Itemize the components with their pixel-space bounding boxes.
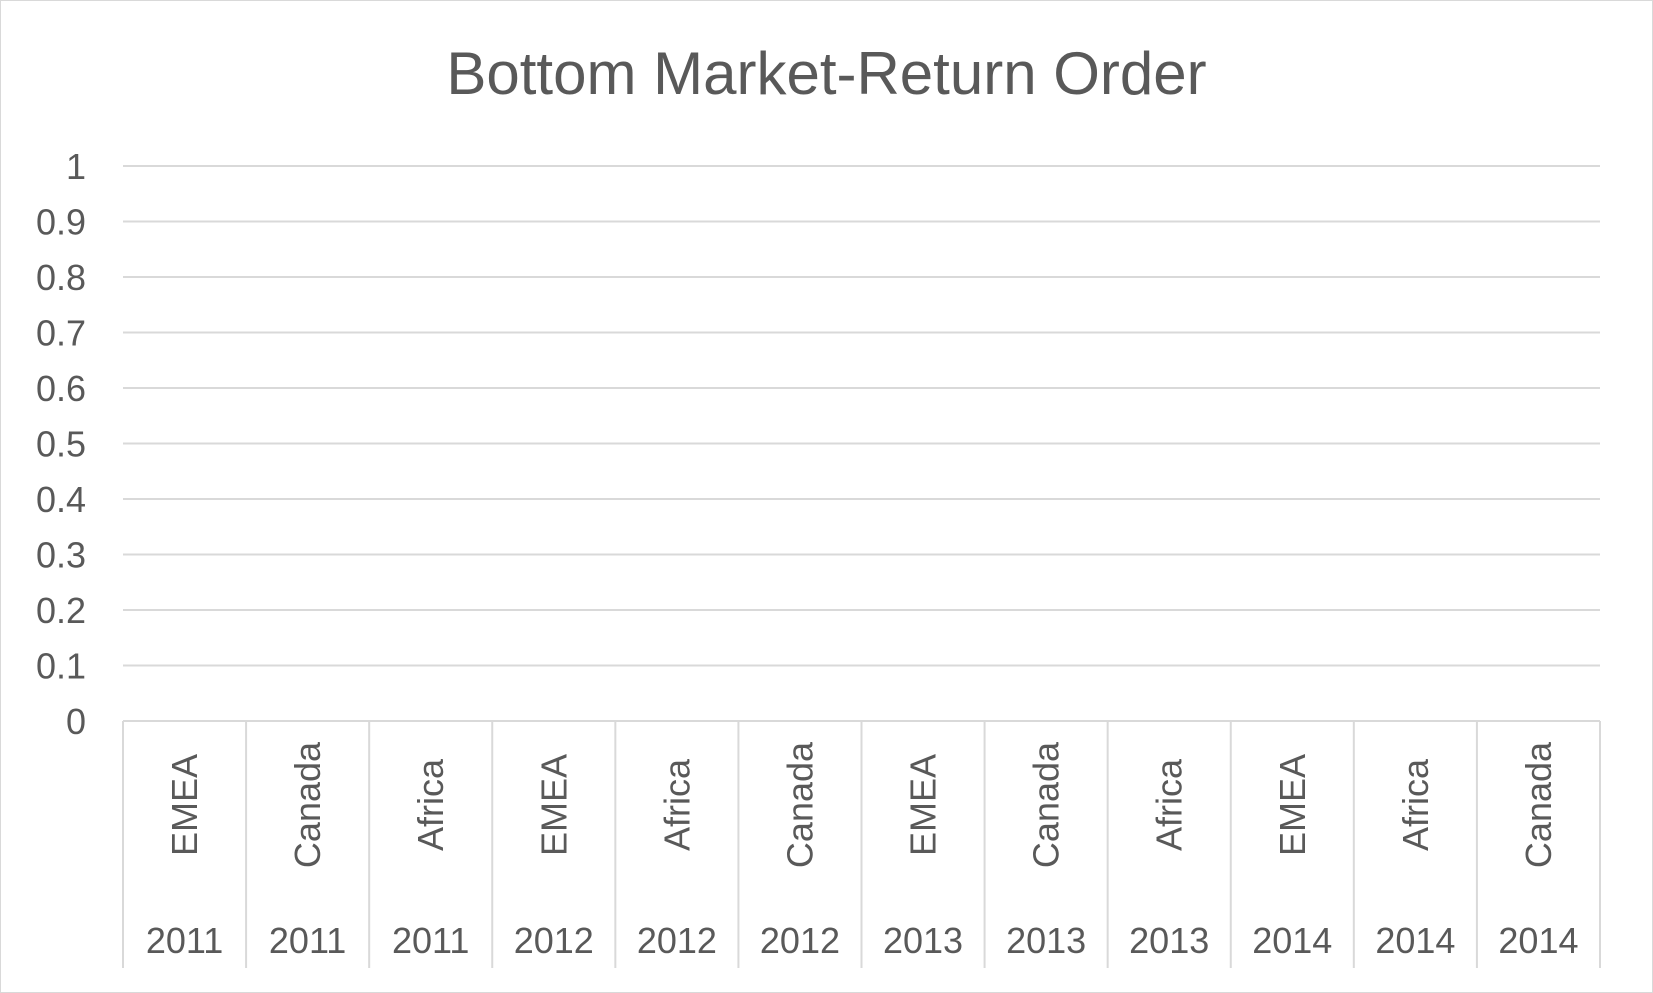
x-tick-label-market: EMEA: [1272, 754, 1313, 856]
x-tick-label-year: 2014: [1498, 920, 1578, 961]
x-tick-label-market: Canada: [287, 741, 328, 868]
x-tick-label-market: EMEA: [164, 754, 205, 856]
x-tick-label-market: Africa: [1395, 758, 1436, 851]
x-tick-label-year: 2014: [1375, 920, 1455, 961]
y-tick-label: 0.2: [36, 590, 86, 631]
y-tick-label: 0.7: [36, 313, 86, 354]
y-tick-label: 0.8: [36, 257, 86, 298]
x-tick-label-market: Canada: [779, 741, 820, 868]
x-tick-label-year: 2014: [1252, 920, 1332, 961]
x-tick-label-market: Africa: [1149, 758, 1190, 851]
x-tick-label-market: Africa: [656, 758, 697, 851]
y-tick-label: 0.9: [36, 202, 86, 243]
x-tick-label-year: 2012: [514, 920, 594, 961]
x-tick-label-year: 2012: [760, 920, 840, 961]
x-tick-label-year: 2011: [392, 920, 469, 961]
y-tick-label: 1: [66, 146, 86, 187]
x-tick-label-market: EMEA: [533, 754, 574, 856]
x-tick-label-year: 2011: [146, 920, 223, 961]
x-tick-label-market: Canada: [1026, 741, 1067, 868]
x-tick-label-year: 2012: [637, 920, 717, 961]
y-tick-label: 0.4: [36, 479, 86, 520]
x-tick-label-market: Canada: [1518, 741, 1559, 868]
y-tick-label: 0.5: [36, 424, 86, 465]
y-tick-label: 0.6: [36, 368, 86, 409]
x-tick-label-market: Africa: [410, 758, 451, 851]
y-tick-label: 0.1: [36, 646, 86, 687]
x-tick-label-year: 2011: [269, 920, 346, 961]
chart-title: Bottom Market-Return Order: [446, 40, 1207, 107]
y-tick-label: 0: [66, 701, 86, 742]
x-tick-label-year: 2013: [1006, 920, 1086, 961]
x-tick-label-market: EMEA: [903, 754, 944, 856]
x-tick-label-year: 2013: [883, 920, 963, 961]
y-tick-label: 0.3: [36, 535, 86, 576]
x-tick-label-year: 2013: [1129, 920, 1209, 961]
